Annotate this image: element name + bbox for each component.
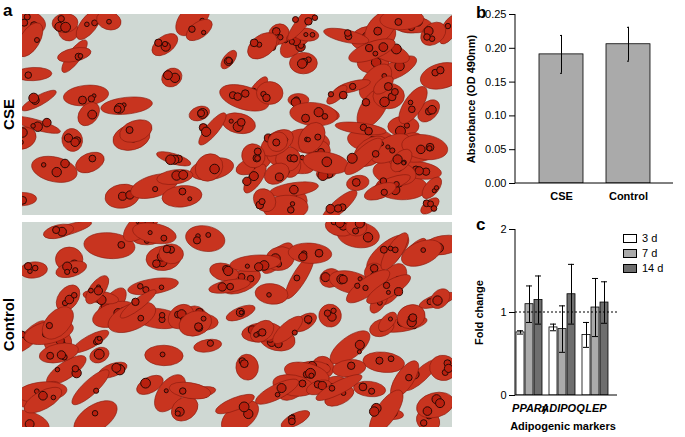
svg-text:PPARγ: PPARγ [512, 402, 548, 415]
svg-text:0.10: 0.10 [485, 109, 506, 121]
svg-text:CSE: CSE [550, 190, 573, 202]
svg-text:2: 2 [500, 223, 506, 235]
svg-text:LEP: LEP [585, 402, 607, 414]
svg-text:Control: Control [0, 298, 17, 351]
html-text:7 d: 7 d [642, 247, 658, 259]
svg-text:ADIPOQ: ADIPOQ [540, 402, 585, 414]
svg-text:Control: Control [609, 190, 648, 202]
svg-text:0.05: 0.05 [485, 143, 506, 155]
svg-text:Absorbance (OD 490nm): Absorbance (OD 490nm) [465, 34, 477, 163]
svg-text:0.00: 0.00 [485, 177, 506, 189]
svg-text:CSE: CSE [0, 99, 17, 130]
svg-text:1: 1 [500, 306, 506, 318]
svg-text:0.20: 0.20 [485, 42, 506, 54]
svg-text:Fold change: Fold change [473, 280, 485, 345]
html-text:b: b [476, 3, 487, 22]
svg-text:0.25: 0.25 [485, 8, 506, 20]
html-text:14 d: 14 d [642, 262, 664, 274]
svg-text:Adipogenic markers: Adipogenic markers [510, 420, 616, 432]
html-text:a: a [3, 1, 13, 20]
html-text:c: c [476, 215, 486, 234]
svg-text:0.15: 0.15 [485, 76, 506, 88]
html-text:3 d: 3 d [642, 232, 658, 244]
svg-text:0: 0 [500, 389, 506, 401]
